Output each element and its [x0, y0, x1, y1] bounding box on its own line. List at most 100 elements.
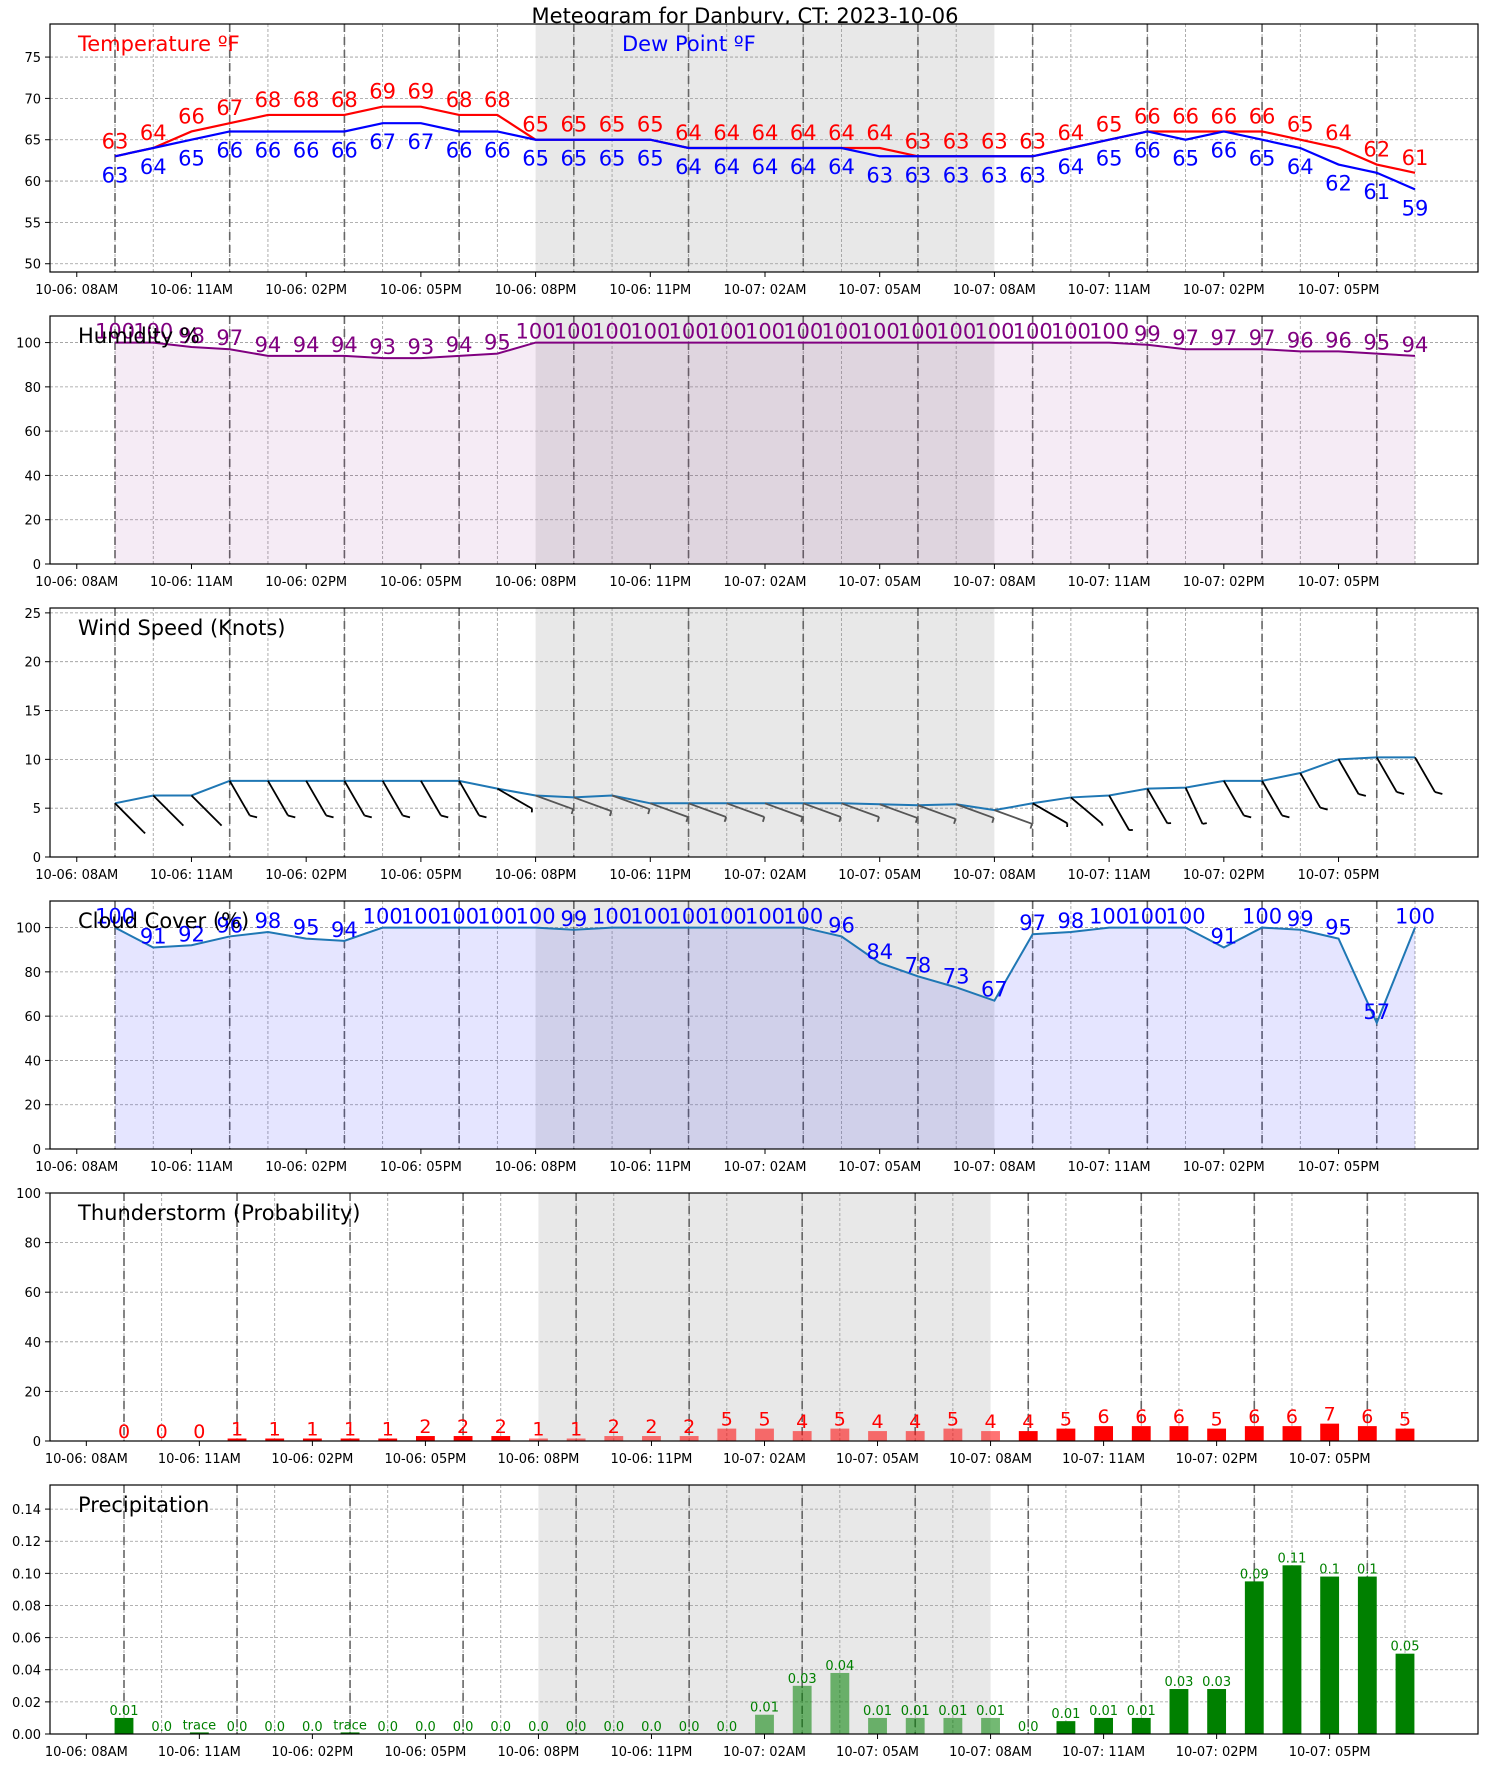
- x-tick-label: 10-06: 08PM: [497, 1452, 579, 1467]
- dewpoint-label: 66: [216, 138, 243, 162]
- wind-barb-flag: [1358, 793, 1367, 797]
- y-tick-label: 0.00: [12, 1728, 41, 1743]
- wind-barb-flag: [440, 814, 449, 819]
- thunder-bar: [566, 1438, 586, 1441]
- x-tick-label: 10-07: 02PM: [1176, 1452, 1258, 1467]
- x-tick-label: 10-06: 11PM: [609, 1160, 691, 1175]
- thunder-title: Thunderstorm (Probability): [77, 1201, 360, 1225]
- precip-label: 0.01: [1089, 1704, 1118, 1719]
- y-tick-label: 20: [24, 656, 41, 671]
- y-tick-label: 40: [24, 469, 41, 484]
- wind-barb-flag: [723, 816, 727, 823]
- humidity-label: 97: [1210, 326, 1237, 350]
- thunder-label: 2: [683, 1416, 695, 1438]
- temperature-label: 64: [866, 121, 893, 145]
- thunder-label: 1: [306, 1419, 318, 1441]
- precip-bar: [114, 1717, 134, 1734]
- cloud-label: 100: [439, 905, 479, 929]
- thunder-label: 2: [495, 1416, 507, 1438]
- precip-bar: [792, 1685, 812, 1734]
- dewpoint-label: 66: [1210, 138, 1237, 162]
- temperature-label: 64: [140, 121, 167, 145]
- cloud-label: 99: [560, 907, 587, 931]
- cloud-label: 78: [905, 953, 932, 977]
- x-tick-label: 10-07: 02AM: [724, 1160, 807, 1175]
- panel-3: 0 20 40 60 80 100 10-06: 08AM 10-06: 11AM 10-06:…: [16, 900, 1479, 1175]
- dewpoint-label: 64: [752, 155, 779, 179]
- panel-1: 0 20 40 60 80 100 10-06: 08AM 10-06: 11AM 10-06:…: [16, 315, 1479, 590]
- precip-label: 0.01: [1127, 1704, 1156, 1719]
- cloud-label: 99: [1287, 907, 1314, 931]
- precip-label: 0.0: [566, 1720, 587, 1735]
- dewpoint-label: 63: [943, 163, 970, 187]
- temperature-label: 65: [522, 113, 549, 137]
- thunder-bar: [604, 1436, 624, 1441]
- humidity-label: 98: [178, 324, 205, 348]
- thunder-bar: [265, 1438, 285, 1441]
- temperature-label: 63: [943, 129, 970, 153]
- thunder-label: 6: [1135, 1406, 1147, 1428]
- precip-title: Precipitation: [78, 1493, 209, 1517]
- temperature-label: 66: [178, 104, 205, 128]
- wind-barb-flag: [364, 814, 372, 819]
- humidity-label: 97: [216, 326, 243, 350]
- dewpoint-label: 64: [675, 155, 702, 179]
- precip-label: 0.03: [788, 1672, 817, 1687]
- y-tick-label: 40: [24, 1336, 41, 1351]
- precip-bar: [1169, 1689, 1189, 1734]
- wind-barb-flag: [1320, 806, 1328, 811]
- thunder-label: 4: [985, 1411, 997, 1433]
- wind-barb: [1223, 780, 1245, 816]
- wind-barb-flag: [325, 814, 334, 819]
- x-tick-label: 10-07: 02PM: [1183, 1160, 1265, 1175]
- humidity-label: 96: [1287, 328, 1314, 352]
- cloud-label: 100: [630, 905, 670, 929]
- x-tick-label: 10-07: 08AM: [949, 1745, 1032, 1760]
- y-tick-label: 0.04: [12, 1664, 41, 1679]
- x-tick-label: 10-07: 11AM: [1062, 1745, 1145, 1760]
- cloud-label: 100: [516, 905, 556, 929]
- x-tick-label: 10-06: 08AM: [45, 1452, 128, 1467]
- temperature-label: 69: [369, 80, 396, 104]
- thunder-bar: [1169, 1426, 1189, 1441]
- thunder-label: 2: [645, 1416, 657, 1438]
- y-tick-label: 0.06: [12, 1632, 41, 1647]
- dewpoint-label: 66: [331, 138, 358, 162]
- thunder-label: 1: [231, 1419, 243, 1441]
- wind-barb: [1032, 802, 1068, 825]
- x-tick-label: 10-06: 05PM: [380, 283, 462, 298]
- wind-barb-flag: [1396, 791, 1405, 795]
- dewpoint-label: 65: [522, 147, 549, 171]
- y-tick-label: 0: [33, 558, 41, 573]
- panel-border: [49, 1192, 1479, 1442]
- precip-label: 0.01: [901, 1704, 930, 1719]
- x-tick-label: 10-07: 05AM: [836, 1745, 919, 1760]
- wind-barb: [535, 794, 574, 811]
- x-tick-label: 10-07: 11AM: [1062, 1452, 1145, 1467]
- wind-barb: [458, 780, 480, 816]
- y-tick-label: 0.02: [12, 1696, 41, 1711]
- temperature-label: 63: [1019, 129, 1046, 153]
- thunder-label: 2: [608, 1416, 620, 1438]
- dewpoint-label: 66: [1134, 138, 1161, 162]
- x-tick-label: 10-07: 02AM: [723, 1745, 806, 1760]
- wind-barb: [726, 802, 765, 818]
- humidity-label: 95: [1363, 331, 1390, 355]
- x-tick-label: 10-06: 08AM: [35, 1160, 118, 1175]
- thunder-bar: [755, 1428, 774, 1441]
- wind-barb-flag: [876, 816, 880, 823]
- precip-label: trace: [333, 1718, 367, 1733]
- dewpoint-label: 64: [790, 155, 817, 179]
- x-tick-label: 10-06: 08AM: [35, 868, 118, 883]
- wind-barb-flag: [953, 818, 957, 825]
- x-tick-label: 10-06: 11PM: [611, 1452, 693, 1467]
- humidity-label: 100: [898, 320, 938, 344]
- precip-label: 0.01: [938, 1704, 967, 1719]
- wind-barb: [1299, 772, 1322, 809]
- temperature-label: 68: [331, 88, 358, 112]
- wind-barb: [879, 803, 918, 819]
- dewpoint-line: [114, 122, 1416, 191]
- y-tick-label: 80: [24, 1237, 41, 1252]
- temperature-label: 68: [293, 88, 320, 112]
